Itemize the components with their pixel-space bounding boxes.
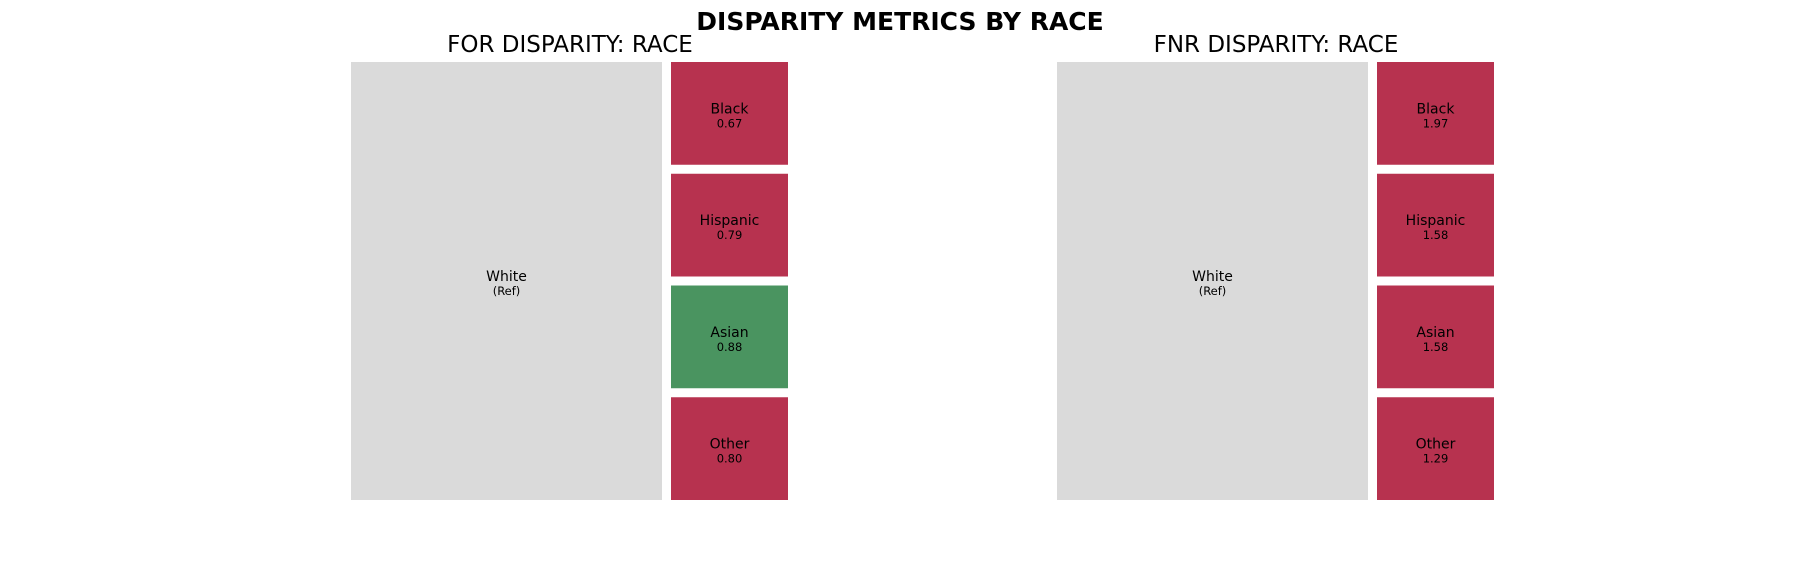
- tile-value-fnr-asian: 1.58: [1423, 340, 1449, 354]
- tile-value-fnr-other: 1.29: [1423, 452, 1449, 466]
- tile-value-fnr-black: 1.97: [1423, 116, 1449, 130]
- tile-for-other: [671, 397, 788, 500]
- tile-fnr-white-ref: [1057, 62, 1368, 500]
- tile-value-for-asian: 0.88: [717, 340, 743, 354]
- tile-label-for-hispanic: Hispanic: [700, 213, 760, 229]
- panel-tiles-fnr: White(Ref)Black1.97Hispanic1.58Asian1.58…: [1057, 62, 1494, 500]
- tile-fnr-hispanic: [1377, 173, 1494, 277]
- tile-label-fnr-white: White: [1192, 269, 1233, 285]
- tile-fnr-asian: [1377, 285, 1494, 389]
- tile-value-for-white: (Ref): [493, 284, 521, 298]
- tile-label-for-black: Black: [711, 101, 750, 117]
- tile-label-for-other: Other: [710, 437, 750, 453]
- tile-for-white-ref: [351, 62, 662, 500]
- tile-label-for-white: White: [486, 269, 527, 285]
- tile-value-for-hispanic: 0.79: [717, 228, 743, 242]
- tile-label-for-asian: Asian: [710, 325, 748, 341]
- tile-value-fnr-hispanic: 1.58: [1423, 228, 1449, 242]
- figure-title: DISPARITY METRICS BY RACE: [696, 7, 1103, 36]
- tile-value-for-other: 0.80: [717, 452, 743, 466]
- tile-label-fnr-asian: Asian: [1416, 325, 1454, 341]
- tile-for-hispanic: [671, 173, 788, 277]
- tile-value-for-black: 0.67: [717, 116, 743, 130]
- tile-label-fnr-black: Black: [1417, 101, 1456, 117]
- panel-title-for: FOR DISPARITY: RACE: [447, 32, 693, 58]
- tile-fnr-other: [1377, 397, 1494, 500]
- tile-value-fnr-white: (Ref): [1199, 284, 1227, 298]
- tile-label-fnr-other: Other: [1416, 437, 1456, 453]
- tile-for-black: [671, 62, 788, 165]
- tile-fnr-black: [1377, 62, 1494, 165]
- panel-title-fnr: FNR DISPARITY: RACE: [1154, 32, 1399, 58]
- tile-label-fnr-hispanic: Hispanic: [1406, 213, 1466, 229]
- tile-for-asian: [671, 285, 788, 389]
